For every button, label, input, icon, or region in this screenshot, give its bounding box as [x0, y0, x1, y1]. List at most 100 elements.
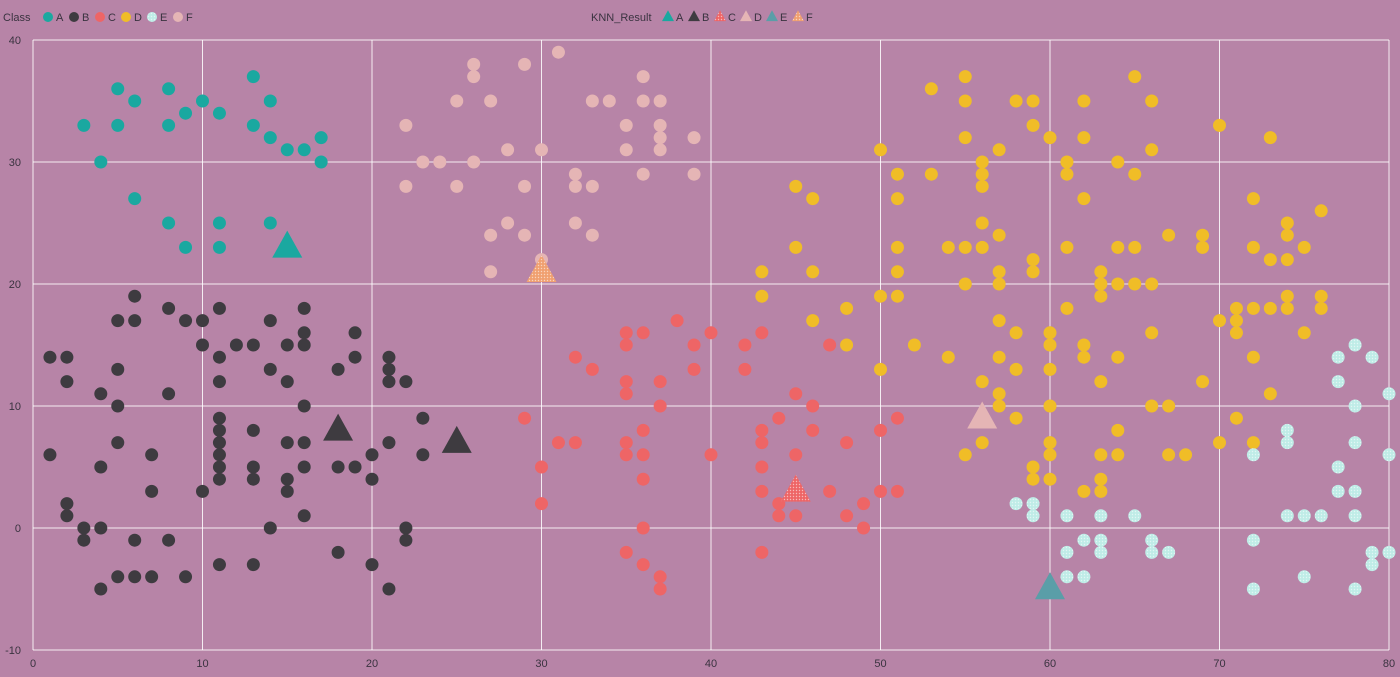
- point-class-d[interactable]: [1077, 338, 1091, 352]
- point-class-d[interactable]: [1077, 350, 1091, 364]
- point-class-c[interactable]: [704, 326, 718, 340]
- point-class-d[interactable]: [1043, 131, 1057, 145]
- point-class-f[interactable]: [687, 131, 701, 145]
- point-class-e[interactable]: [1331, 460, 1345, 474]
- point-class-f[interactable]: [653, 94, 667, 108]
- knn-result-a-triangle[interactable]: [272, 230, 303, 258]
- point-class-e[interactable]: [1094, 509, 1108, 523]
- point-class-f[interactable]: [602, 94, 616, 108]
- point-class-e[interactable]: [1314, 509, 1328, 523]
- point-class-a[interactable]: [196, 94, 209, 108]
- point-class-e[interactable]: [1348, 399, 1362, 413]
- point-class-d[interactable]: [975, 240, 989, 254]
- point-class-e[interactable]: [1348, 509, 1362, 523]
- point-class-f[interactable]: [501, 143, 515, 157]
- point-class-d[interactable]: [1145, 399, 1159, 413]
- point-class-a[interactable]: [212, 106, 226, 120]
- point-class-c[interactable]: [568, 350, 582, 364]
- point-class-f[interactable]: [568, 179, 582, 193]
- point-class-d[interactable]: [992, 387, 1006, 401]
- point-class-d[interactable]: [1246, 350, 1260, 364]
- point-class-b[interactable]: [212, 448, 226, 462]
- point-class-a[interactable]: [128, 192, 142, 206]
- point-class-d[interactable]: [1128, 167, 1142, 181]
- point-class-d[interactable]: [1009, 326, 1023, 340]
- point-class-d[interactable]: [992, 277, 1006, 291]
- legend-marker-a[interactable]: [43, 12, 53, 22]
- point-class-b[interactable]: [145, 570, 159, 584]
- point-class-e[interactable]: [1094, 545, 1108, 559]
- point-class-d[interactable]: [992, 314, 1006, 328]
- point-class-d[interactable]: [890, 167, 904, 181]
- point-class-b[interactable]: [297, 338, 311, 352]
- point-class-f[interactable]: [568, 167, 582, 181]
- point-class-c[interactable]: [653, 375, 667, 389]
- point-class-e[interactable]: [1060, 570, 1074, 584]
- point-class-b[interactable]: [94, 460, 108, 474]
- point-class-d[interactable]: [992, 399, 1006, 413]
- point-class-b[interactable]: [246, 423, 260, 437]
- point-class-d[interactable]: [1111, 240, 1125, 254]
- point-class-d[interactable]: [1179, 448, 1193, 462]
- point-class-d[interactable]: [975, 179, 989, 193]
- point-class-a[interactable]: [179, 240, 193, 254]
- point-class-b[interactable]: [331, 362, 345, 376]
- point-class-f[interactable]: [484, 228, 498, 242]
- point-class-d[interactable]: [1314, 289, 1328, 303]
- point-class-d[interactable]: [1297, 326, 1311, 340]
- point-class-f[interactable]: [551, 45, 565, 59]
- point-class-c[interactable]: [738, 362, 752, 376]
- point-class-b[interactable]: [297, 509, 311, 523]
- point-class-d[interactable]: [1213, 436, 1226, 450]
- point-class-f[interactable]: [501, 216, 515, 230]
- point-class-b[interactable]: [280, 484, 294, 498]
- point-class-e[interactable]: [1348, 436, 1362, 450]
- point-class-b[interactable]: [382, 436, 396, 450]
- point-class-d[interactable]: [755, 289, 769, 303]
- point-class-e[interactable]: [1382, 448, 1396, 462]
- point-class-c[interactable]: [619, 387, 633, 401]
- point-class-f[interactable]: [585, 179, 599, 193]
- point-class-d[interactable]: [1026, 118, 1040, 132]
- point-class-b[interactable]: [212, 350, 226, 364]
- point-class-b[interactable]: [196, 314, 209, 328]
- point-class-d[interactable]: [1077, 484, 1091, 498]
- point-class-f[interactable]: [518, 179, 532, 193]
- point-class-d[interactable]: [1229, 326, 1243, 340]
- point-class-d[interactable]: [1026, 460, 1040, 474]
- point-class-b[interactable]: [382, 582, 396, 596]
- point-class-a[interactable]: [212, 240, 226, 254]
- point-class-b[interactable]: [399, 533, 413, 547]
- point-class-e[interactable]: [1280, 423, 1294, 437]
- legend-label-d[interactable]: D: [754, 12, 762, 24]
- legend-knn-result[interactable]: KNN_Result A B C D E F: [591, 10, 813, 24]
- point-class-e[interactable]: [1280, 509, 1294, 523]
- point-class-b[interactable]: [399, 521, 413, 535]
- point-class-d[interactable]: [1060, 301, 1074, 315]
- point-class-d[interactable]: [874, 143, 887, 157]
- point-class-b[interactable]: [331, 460, 345, 474]
- point-class-e[interactable]: [1297, 509, 1311, 523]
- point-class-d[interactable]: [1043, 338, 1057, 352]
- point-class-f[interactable]: [450, 179, 464, 193]
- point-class-c[interactable]: [806, 399, 820, 413]
- point-class-c[interactable]: [789, 387, 803, 401]
- point-class-c[interactable]: [755, 545, 769, 559]
- point-class-e[interactable]: [1145, 533, 1159, 547]
- point-class-b[interactable]: [43, 350, 57, 364]
- point-class-d[interactable]: [958, 131, 972, 145]
- point-class-a[interactable]: [111, 82, 125, 96]
- point-class-f[interactable]: [585, 228, 599, 242]
- point-class-e[interactable]: [1348, 484, 1362, 498]
- point-class-c[interactable]: [636, 423, 650, 437]
- point-class-a[interactable]: [263, 131, 277, 145]
- point-class-c[interactable]: [636, 558, 650, 572]
- point-class-d[interactable]: [1111, 423, 1125, 437]
- point-class-b[interactable]: [280, 375, 294, 389]
- point-class-d[interactable]: [1145, 277, 1159, 291]
- point-class-d[interactable]: [992, 350, 1006, 364]
- point-class-d[interactable]: [1009, 411, 1023, 425]
- legend-label-e[interactable]: E: [780, 12, 787, 24]
- point-class-c[interactable]: [636, 448, 650, 462]
- point-class-c[interactable]: [755, 423, 769, 437]
